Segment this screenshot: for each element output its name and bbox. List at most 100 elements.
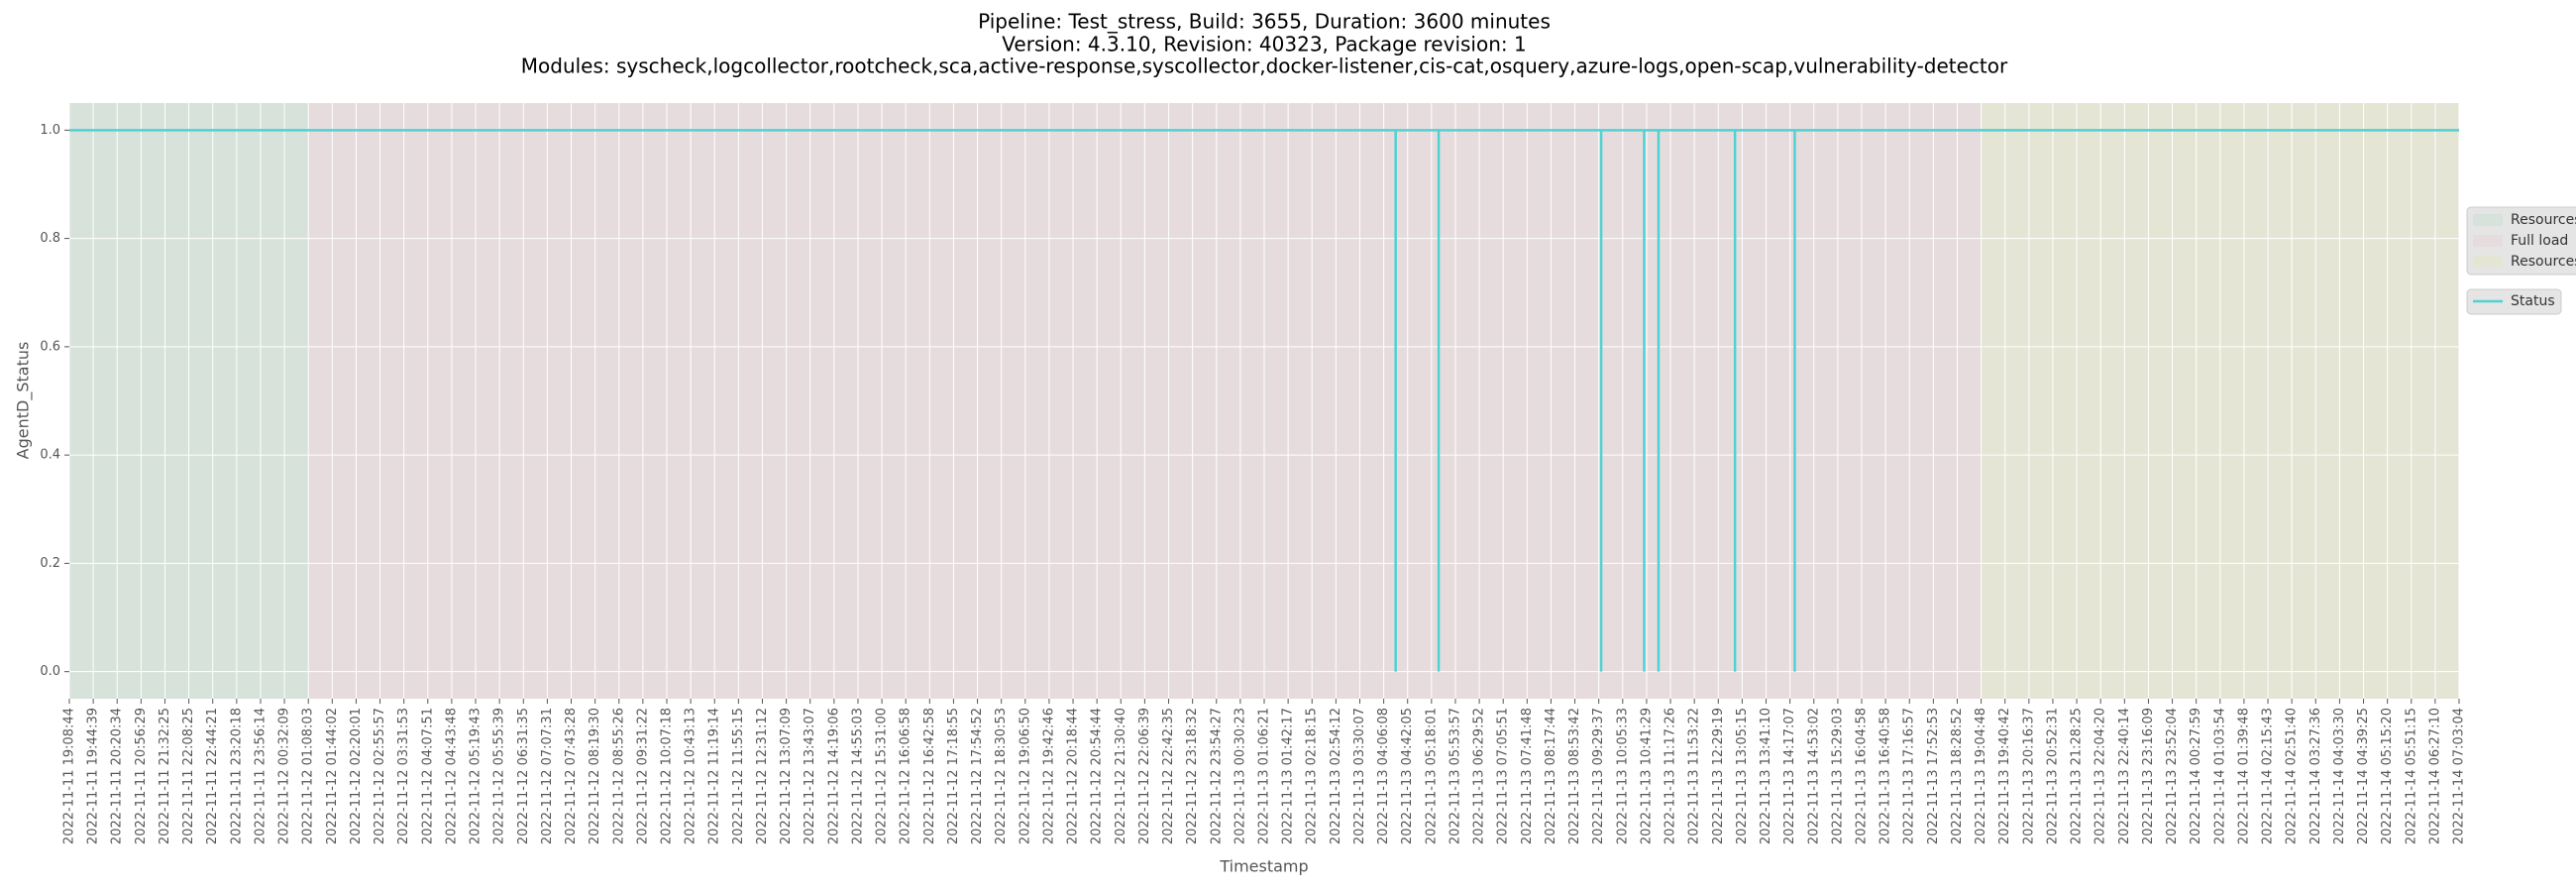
x-tick-label: 2022-11-13 07:41:48 bbox=[1520, 708, 1535, 844]
x-tick-label: 2022-11-12 19:06:50 bbox=[1018, 708, 1032, 844]
x-tick-label: 2022-11-13 17:52:53 bbox=[1926, 708, 1941, 844]
x-tick-label: 2022-11-13 22:40:14 bbox=[2117, 708, 2132, 844]
x-tick-label: 2022-11-14 06:27:10 bbox=[2427, 708, 2442, 844]
x-tick-label: 2022-11-13 13:05:15 bbox=[1735, 708, 1750, 844]
x-tick-label: 2022-11-12 22:42:35 bbox=[1161, 708, 1176, 844]
x-tick-label: 2022-11-13 04:06:08 bbox=[1376, 708, 1391, 844]
x-tick-label: 2022-11-13 13:41:10 bbox=[1759, 708, 1773, 844]
x-tick-label: 2022-11-13 00:30:23 bbox=[1233, 708, 1247, 844]
y-tick-label: 1.0 bbox=[40, 123, 60, 138]
legend-label: Resources bbox=[2511, 254, 2576, 270]
x-tick-label: 2022-11-11 23:20:18 bbox=[229, 708, 244, 844]
x-tick-label: 2022-11-12 12:31:12 bbox=[755, 708, 770, 844]
x-tick-label: 2022-11-12 20:18:44 bbox=[1066, 708, 1081, 844]
x-tick-label: 2022-11-13 19:04:48 bbox=[1974, 708, 1988, 844]
x-tick-label: 2022-11-14 02:51:40 bbox=[2285, 708, 2300, 844]
x-tick-label: 2022-11-12 01:08:03 bbox=[301, 708, 316, 844]
x-tick-label: 2022-11-12 18:30:53 bbox=[994, 708, 1009, 844]
x-tick-label: 2022-11-13 08:53:42 bbox=[1567, 708, 1582, 844]
legend-label: Full load bbox=[2511, 233, 2568, 249]
x-tick-label: 2022-11-13 09:29:37 bbox=[1591, 708, 1606, 844]
x-tick-label: 2022-11-12 15:31:00 bbox=[875, 708, 890, 844]
x-tick-label: 2022-11-12 16:06:58 bbox=[899, 708, 913, 844]
x-axis-label: Timestamp bbox=[1219, 857, 1308, 876]
x-tick-label: 2022-11-13 07:05:51 bbox=[1496, 708, 1511, 844]
x-tick-label: 2022-11-11 20:56:29 bbox=[134, 708, 149, 844]
y-tick-label: 0.0 bbox=[40, 664, 60, 679]
x-tick-label: 2022-11-11 22:44:21 bbox=[205, 708, 220, 844]
x-tick-label: 2022-11-12 22:06:39 bbox=[1137, 708, 1152, 844]
x-tick-label: 2022-11-14 00:27:59 bbox=[2189, 708, 2203, 844]
y-tick-label: 0.4 bbox=[40, 448, 60, 463]
x-tick-label: 2022-11-12 02:55:57 bbox=[373, 708, 387, 844]
legend-swatch bbox=[2473, 235, 2503, 247]
x-tick-label: 2022-11-13 20:16:37 bbox=[2021, 708, 2036, 844]
x-tick-label: 2022-11-12 00:32:09 bbox=[277, 708, 292, 844]
x-tick-label: 2022-11-12 05:19:43 bbox=[469, 708, 483, 844]
x-tick-label: 2022-11-13 11:17:26 bbox=[1664, 708, 1678, 844]
x-tick-label: 2022-11-13 02:54:12 bbox=[1329, 708, 1343, 844]
x-tick-label: 2022-11-13 15:29:03 bbox=[1830, 708, 1845, 844]
x-tick-label: 2022-11-12 06:31:35 bbox=[516, 708, 531, 844]
x-tick-label: 2022-11-12 21:30:40 bbox=[1114, 708, 1128, 844]
x-tick-label: 2022-11-13 05:53:57 bbox=[1448, 708, 1462, 844]
x-tick-label: 2022-11-13 10:05:33 bbox=[1615, 708, 1630, 844]
x-tick-label: 2022-11-14 05:15:20 bbox=[2380, 708, 2395, 844]
x-tick-label: 2022-11-12 07:43:28 bbox=[564, 708, 579, 844]
x-tick-label: 2022-11-13 01:42:17 bbox=[1281, 708, 1296, 844]
x-tick-label: 2022-11-13 17:16:57 bbox=[1902, 708, 1917, 844]
x-tick-label: 2022-11-14 07:03:04 bbox=[2452, 708, 2467, 844]
legend-box bbox=[2466, 288, 2562, 315]
x-tick-label: 2022-11-12 09:31:22 bbox=[635, 708, 650, 844]
x-tick-label: 2022-11-13 02:18:15 bbox=[1305, 708, 1320, 844]
x-tick-label: 2022-11-13 23:16:09 bbox=[2141, 708, 2156, 844]
x-tick-label: 2022-11-13 20:52:31 bbox=[2045, 708, 2060, 844]
x-tick-label: 2022-11-14 04:39:25 bbox=[2356, 708, 2371, 844]
x-tick-label: 2022-11-13 05:18:01 bbox=[1424, 708, 1439, 844]
x-tick-label: 2022-11-11 21:32:25 bbox=[158, 708, 172, 844]
x-tick-label: 2022-11-12 19:42:46 bbox=[1041, 708, 1056, 844]
x-tick-label: 2022-11-14 01:03:54 bbox=[2212, 708, 2227, 844]
legend-swatch bbox=[2473, 214, 2503, 226]
chart-title: Version: 4.3.10, Revision: 40323, Packag… bbox=[1002, 33, 1526, 56]
legend-box bbox=[2466, 206, 2576, 276]
x-tick-label: 2022-11-13 10:41:29 bbox=[1639, 708, 1654, 844]
x-tick-label: 2022-11-14 04:03:30 bbox=[2332, 708, 2347, 844]
x-tick-label: 2022-11-12 11:19:14 bbox=[707, 708, 722, 844]
x-tick-label: 2022-11-12 01:44:02 bbox=[325, 708, 340, 844]
x-tick-label: 2022-11-12 10:43:13 bbox=[684, 708, 698, 844]
x-tick-label: 2022-11-12 04:07:51 bbox=[420, 708, 435, 844]
x-tick-label: 2022-11-14 02:15:43 bbox=[2261, 708, 2276, 844]
x-tick-label: 2022-11-14 01:39:48 bbox=[2236, 708, 2251, 844]
x-tick-label: 2022-11-13 22:04:20 bbox=[2093, 708, 2108, 844]
x-tick-label: 2022-11-13 19:40:42 bbox=[1997, 708, 2012, 844]
y-tick-label: 0.8 bbox=[40, 231, 60, 246]
x-tick-label: 2022-11-11 22:08:25 bbox=[181, 708, 196, 844]
x-tick-label: 2022-11-13 11:53:22 bbox=[1687, 708, 1702, 844]
x-tick-label: 2022-11-13 21:28:25 bbox=[2070, 708, 2085, 844]
x-tick-label: 2022-11-12 04:43:48 bbox=[444, 708, 459, 844]
x-tick-label: 2022-11-13 18:28:52 bbox=[1950, 708, 1965, 844]
x-tick-label: 2022-11-12 13:43:07 bbox=[803, 708, 817, 844]
x-tick-label: 2022-11-13 23:52:04 bbox=[2165, 708, 2180, 844]
x-tick-label: 2022-11-13 03:30:07 bbox=[1352, 708, 1367, 844]
y-axis-label: AgentD_Status bbox=[14, 342, 34, 460]
y-tick-label: 0.6 bbox=[40, 339, 60, 354]
x-tick-label: 2022-11-13 16:04:58 bbox=[1855, 708, 1870, 844]
x-tick-label: 2022-11-12 17:18:55 bbox=[946, 708, 961, 844]
x-tick-label: 2022-11-13 08:17:44 bbox=[1544, 708, 1558, 844]
x-tick-label: 2022-11-12 14:55:03 bbox=[850, 708, 865, 844]
chart-title: Pipeline: Test_stress, Build: 3655, Dura… bbox=[978, 10, 1551, 34]
x-tick-label: 2022-11-12 17:54:52 bbox=[970, 708, 985, 844]
x-tick-label: 2022-11-11 20:20:34 bbox=[110, 708, 125, 844]
x-tick-label: 2022-11-14 03:27:36 bbox=[2308, 708, 2323, 844]
legend-label: Status bbox=[2511, 293, 2555, 309]
y-tick-label: 0.2 bbox=[40, 556, 60, 571]
x-tick-label: 2022-11-13 16:40:58 bbox=[1878, 708, 1893, 844]
x-tick-label: 2022-11-11 23:56:14 bbox=[253, 708, 268, 844]
x-tick-label: 2022-11-13 01:06:21 bbox=[1257, 708, 1272, 844]
x-tick-label: 2022-11-12 08:19:30 bbox=[588, 708, 602, 844]
x-tick-label: 2022-11-12 23:18:32 bbox=[1185, 708, 1200, 844]
x-tick-label: 2022-11-12 07:07:31 bbox=[540, 708, 555, 844]
